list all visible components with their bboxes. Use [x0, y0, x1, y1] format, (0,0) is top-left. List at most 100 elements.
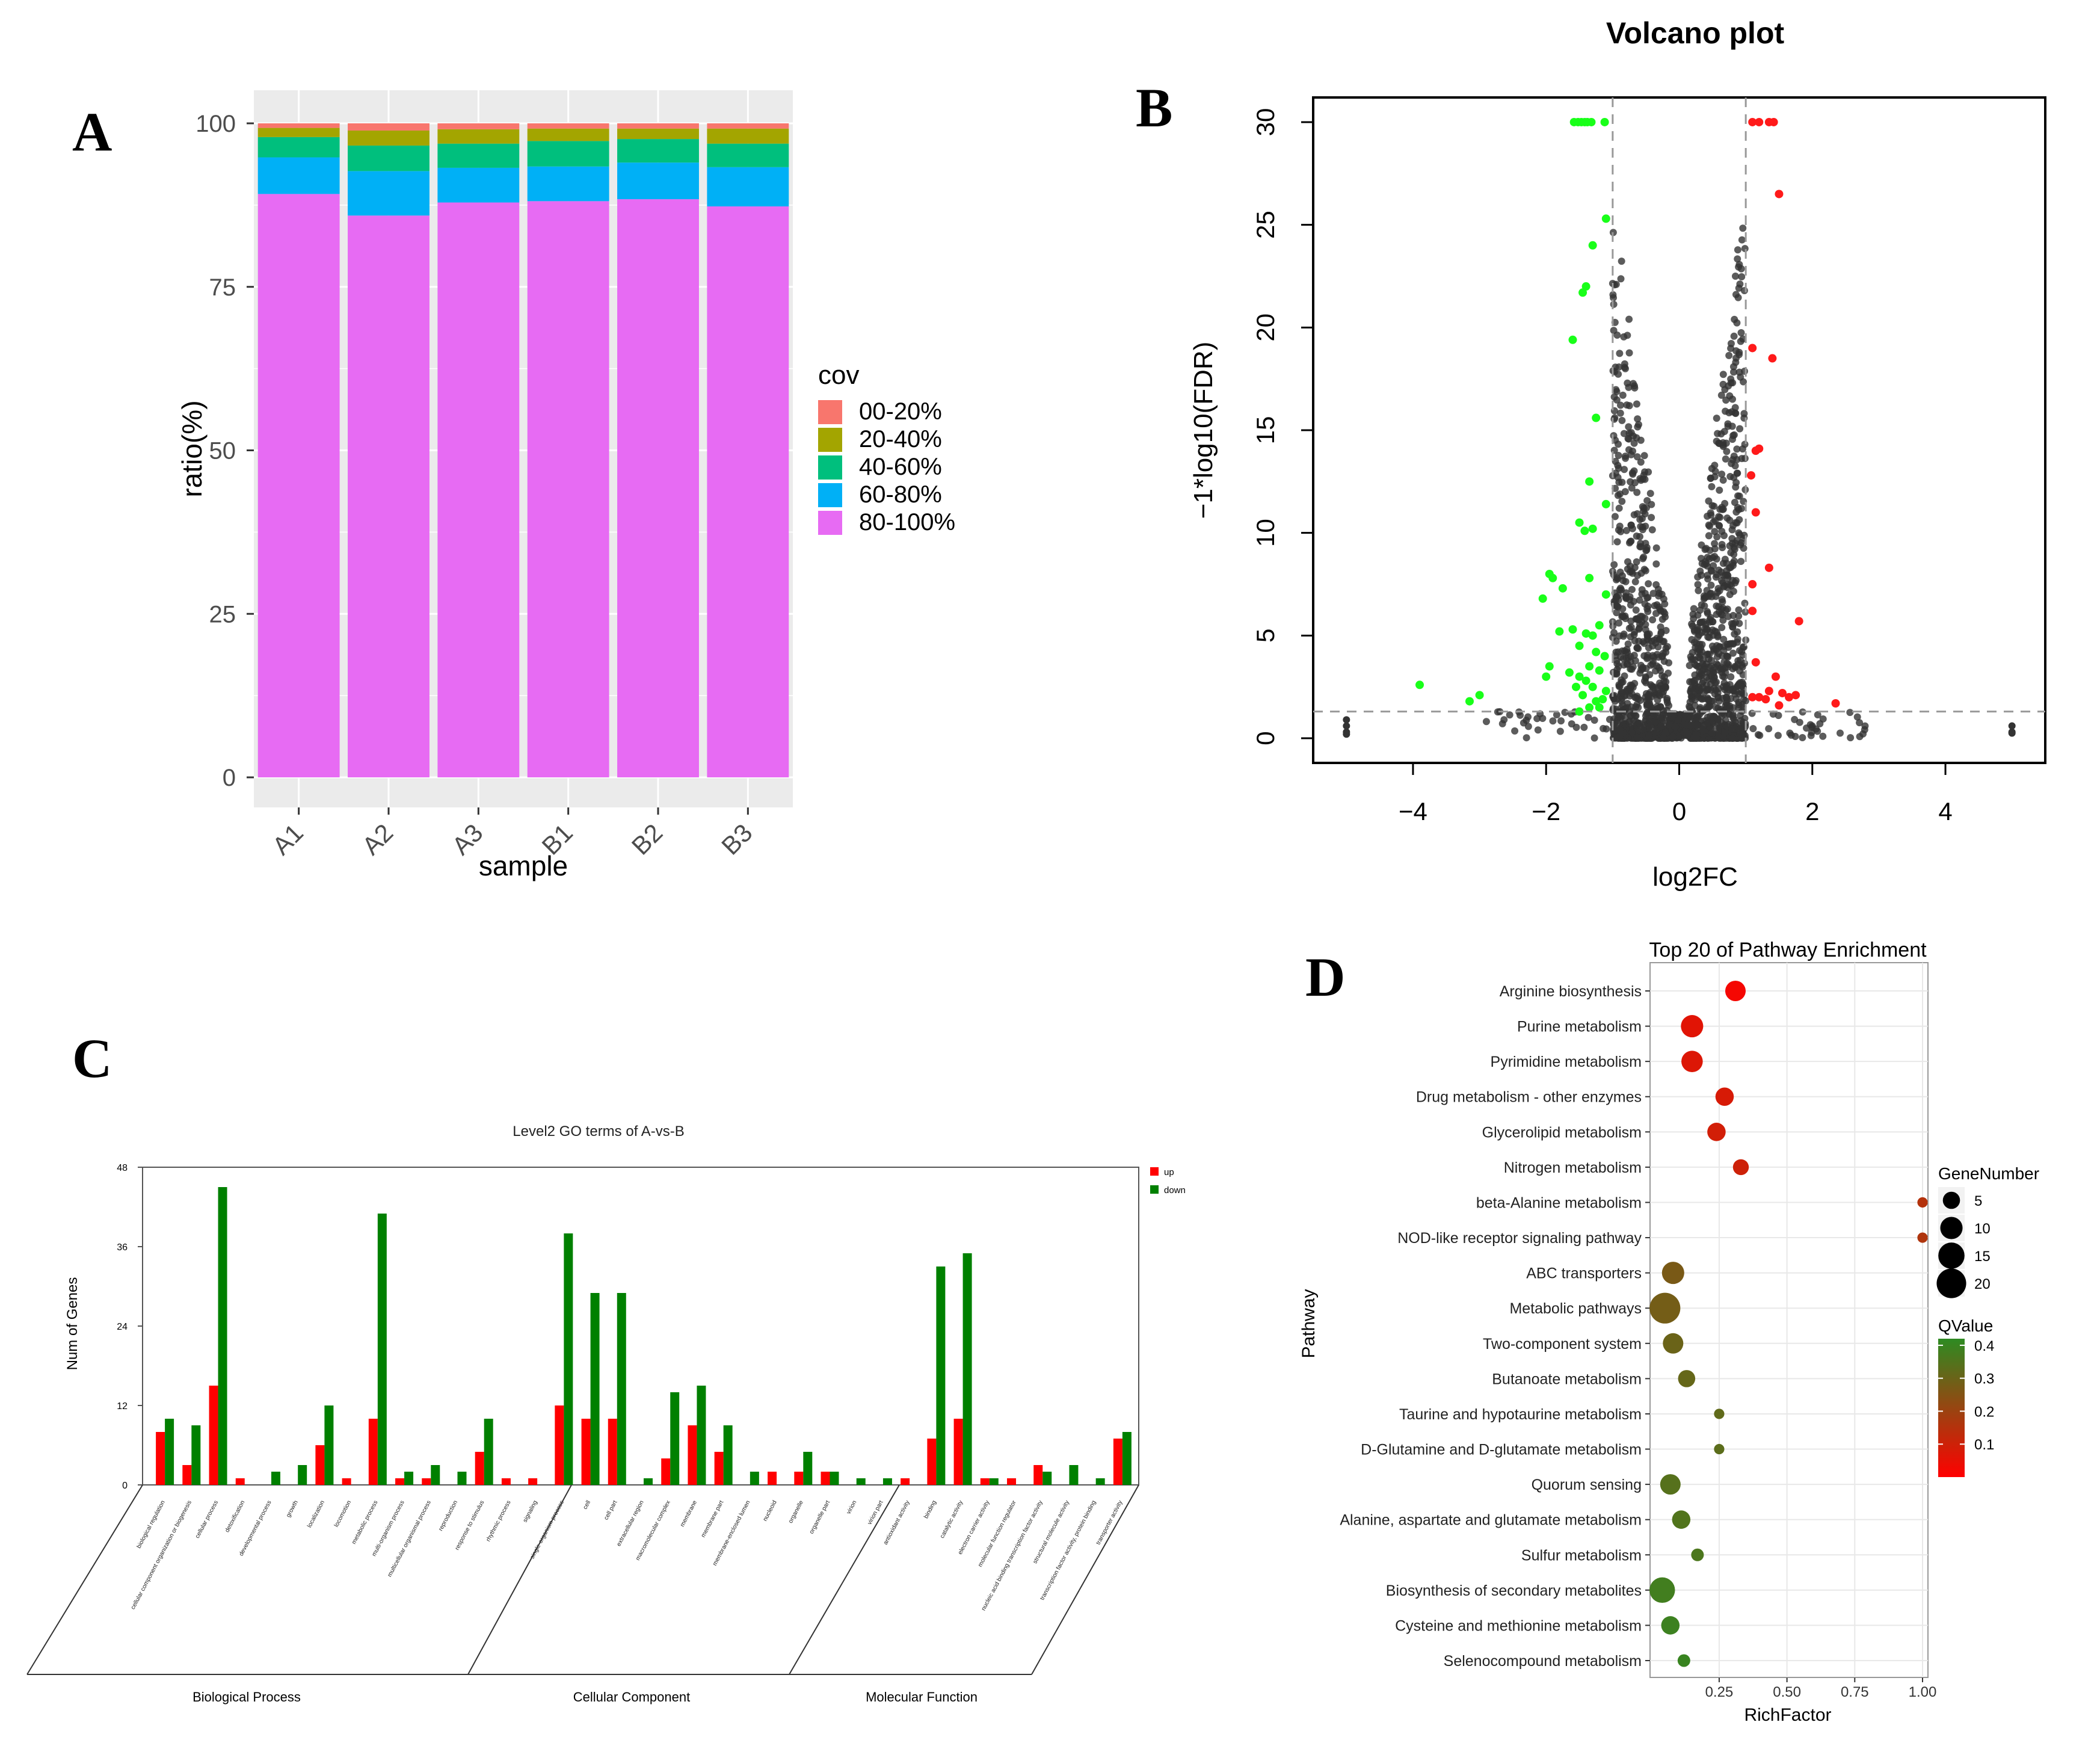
bar-down-binding: [936, 1266, 946, 1485]
ns-point: [1819, 732, 1827, 740]
ns-point: [1631, 712, 1639, 720]
ns-point: [1717, 391, 1725, 399]
pathway-label: beta-Alanine metabolism: [1476, 1194, 1642, 1211]
ns-point: [1636, 720, 1643, 727]
pathway-point-alanine-aspartate-and-glutamate-metabolism: [1672, 1510, 1691, 1529]
ns-point: [1630, 432, 1637, 440]
down-regulated-point: [1575, 707, 1584, 716]
ns-point: [1657, 623, 1664, 631]
pathway-point-arginine-biosynthesis: [1725, 980, 1746, 1002]
x-tick-label: 4: [1938, 797, 1952, 825]
up-regulated-point: [1769, 117, 1778, 126]
legend-label: down: [1164, 1185, 1186, 1196]
ns-point: [1653, 703, 1661, 711]
down-regulated-point: [1568, 335, 1577, 344]
bar-down-biological-regulation: [165, 1419, 174, 1485]
ns-point: [1738, 648, 1746, 656]
ns-point: [1727, 375, 1735, 383]
down-regulated-point: [1581, 676, 1590, 685]
up-regulated-point: [1748, 580, 1757, 589]
ns-point: [1737, 329, 1745, 336]
down-regulated-point: [1585, 477, 1594, 486]
ns-point: [1643, 594, 1651, 602]
ns-point: [1719, 380, 1727, 388]
chart-title: Level2 GO terms of A-vs-B: [513, 1123, 684, 1140]
ns-point: [1627, 623, 1635, 631]
bar-down-macromolecular-complex: [670, 1392, 680, 1485]
bar-segment-80-100-a2: [348, 215, 430, 778]
ns-point: [1645, 580, 1652, 588]
ns-point: [1649, 616, 1657, 624]
group-separator: [467, 1484, 572, 1675]
down-regulated-point: [1585, 662, 1594, 671]
bar-down-cell: [590, 1293, 600, 1485]
down-regulated-point: [1601, 214, 1610, 223]
ns-point-extreme: [1343, 722, 1350, 730]
size-legend-dot: [1938, 1242, 1965, 1269]
legend-label: up: [1164, 1167, 1174, 1177]
ns-point: [1724, 420, 1732, 428]
bar-segment-60-80-a3: [437, 167, 520, 203]
y-tick-label: 15: [1251, 416, 1279, 445]
x-tick-label: −4: [1399, 797, 1427, 825]
bar-down-single-organism-process: [564, 1233, 573, 1485]
up-regulated-point: [1778, 688, 1787, 697]
bar-segment-60-80-a2: [348, 171, 430, 216]
ns-point: [1615, 440, 1622, 448]
pathway-label: ABC transporters: [1526, 1265, 1642, 1282]
x-tick-label: −2: [1532, 797, 1560, 825]
ns-point: [1633, 400, 1640, 408]
up-regulated-point: [1785, 693, 1794, 702]
down-regulated-point: [1595, 621, 1604, 630]
ns-point: [1661, 729, 1669, 737]
ns-point: [1734, 246, 1741, 254]
ns-point: [1695, 683, 1702, 691]
down-regulated-point: [1600, 652, 1609, 661]
down-regulated-point: [1601, 499, 1610, 508]
bar-up-multi-organism-process: [395, 1478, 405, 1485]
ns-point: [1661, 600, 1669, 608]
ns-point: [1711, 664, 1719, 671]
ns-point: [1629, 663, 1637, 671]
bar-segment-60-80-a1: [257, 157, 340, 194]
y-tick-label: 75: [209, 274, 236, 301]
ns-point: [1636, 516, 1644, 523]
ns-point: [1799, 734, 1806, 742]
down-regulated-point: [1595, 666, 1604, 675]
ns-point: [1775, 712, 1782, 720]
bar-segment-00-20-a2: [348, 123, 430, 131]
ns-point: [1621, 466, 1628, 474]
x-tick-label: cell: [582, 1499, 592, 1510]
ns-point: [1694, 573, 1702, 581]
ns-point: [1631, 637, 1639, 645]
ns-point: [1721, 555, 1729, 563]
legend-label: 00-20%: [859, 398, 942, 425]
ns-point: [1719, 371, 1727, 378]
ns-point: [1657, 723, 1664, 730]
ns-point: [1720, 635, 1728, 643]
ns-point: [1724, 663, 1732, 671]
ns-point: [1632, 606, 1640, 614]
legend-swatch-00-20: [818, 400, 842, 424]
ns-point: [1634, 644, 1642, 652]
ns-point: [1606, 715, 1613, 723]
ns-point: [1615, 619, 1623, 627]
ns-point: [1727, 673, 1735, 681]
bar-up-organelle: [794, 1472, 804, 1485]
ns-point: [1704, 575, 1712, 583]
ns-point: [1734, 492, 1741, 500]
ns-point: [1701, 558, 1709, 566]
y-tick-label: 24: [117, 1322, 128, 1332]
up-regulated-point: [1791, 691, 1800, 700]
ns-point: [1735, 667, 1743, 675]
ns-point: [1836, 729, 1844, 737]
ns-point: [1649, 660, 1657, 668]
ns-point: [1616, 586, 1624, 594]
x-tick-label: 1.00: [1909, 1684, 1937, 1700]
pathway-point-beta-alanine-metabolism: [1917, 1197, 1928, 1208]
bar-up-localization: [315, 1445, 325, 1485]
pathway-point-selenocompound-metabolism: [1677, 1654, 1690, 1667]
bar-segment-20-40-b3: [707, 128, 789, 144]
ns-point: [1735, 368, 1743, 376]
ns-point: [1701, 625, 1708, 632]
